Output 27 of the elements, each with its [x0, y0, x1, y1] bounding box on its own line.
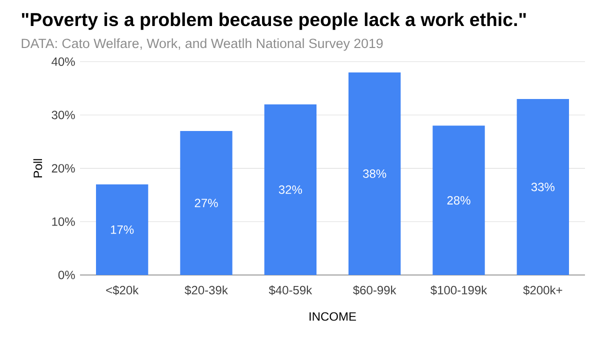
- x-tick-label: $100-199k: [430, 285, 488, 296]
- y-tick-label: 20%: [52, 164, 75, 173]
- bar: [180, 130, 232, 275]
- x-axis-title: INCOME: [310, 312, 356, 321]
- x-tick-label: $40-59k: [268, 285, 312, 296]
- x-tick-label: <$20k: [106, 285, 139, 296]
- data-label: 28%: [447, 196, 470, 205]
- data-label: 33%: [531, 182, 554, 192]
- bar: [264, 104, 317, 275]
- data-label: 27%: [194, 198, 218, 208]
- x-tick-label: $200k+: [523, 285, 562, 296]
- bar: [96, 184, 148, 275]
- y-tick-label: 30%: [52, 110, 75, 120]
- chart-title: "Poverty is a problem because people lack a work ethic.": [22, 12, 526, 30]
- data-label: 32%: [278, 185, 302, 194]
- chart-subtitle: DATA: Cato Welfare, Work, and Weatlh National Survey 2019: [22, 38, 383, 51]
- bar: [432, 126, 485, 275]
- y-tick-label: 10%: [52, 217, 75, 226]
- x-tick-label: $20-39k: [184, 285, 228, 296]
- data-label: 17%: [111, 225, 134, 234]
- bar: [348, 72, 401, 275]
- data-label: 38%: [363, 169, 386, 178]
- y-tick-label: 0%: [58, 270, 75, 280]
- x-tick-label: $60-99k: [353, 285, 396, 296]
- y-tick-label: 40%: [52, 57, 75, 66]
- bar: [516, 98, 569, 275]
- y-axis-title: Poll: [33, 159, 42, 178]
